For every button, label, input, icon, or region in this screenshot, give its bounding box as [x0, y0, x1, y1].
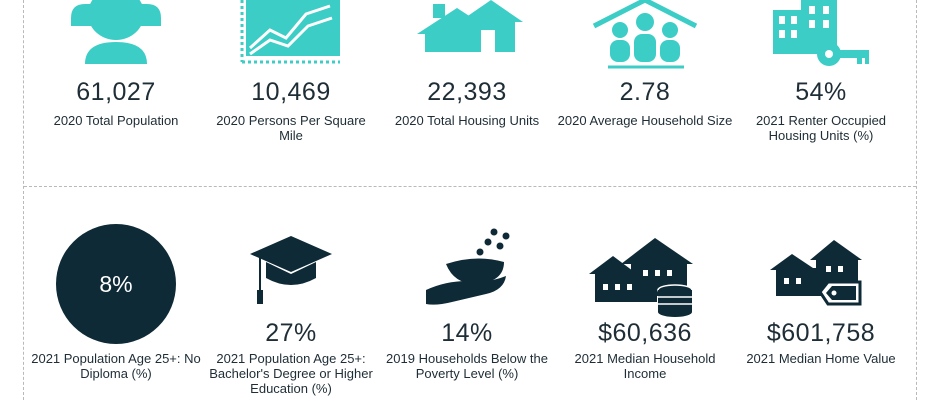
stat-label: 2021 Renter Occupied Housing Units (%) [755, 113, 887, 143]
stat-value: $60,636 [598, 319, 692, 347]
family-house-icon [557, 0, 733, 70]
stat-label: 2021 Population Age 25+: Bachelor's Degr… [209, 351, 373, 396]
stat-label: 2021 Median Household Income [574, 351, 716, 381]
stat-label: 2020 Total Population [53, 113, 179, 128]
stat-label: 2020 Persons Per Square Mile [216, 113, 366, 143]
frame-left-border [23, 0, 24, 400]
stat-value: 22,393 [427, 78, 507, 106]
stat-label: 2021 Population Age 25+: No Diploma (%) [31, 351, 201, 381]
building-key-icon [733, 0, 909, 70]
house-coins-icon [557, 234, 733, 318]
density-chart-icon [203, 0, 379, 66]
person-icon [28, 0, 204, 66]
stat-label: 2020 Total Housing Units [394, 113, 540, 128]
stat-label: 2021 Median Home Value [746, 351, 896, 366]
stat-value: $601,758 [766, 319, 876, 347]
hand-bowl-icon [379, 228, 555, 310]
house-tag-icon [733, 238, 909, 312]
stat-value: 27% [265, 319, 317, 347]
stat-value: 54% [795, 78, 847, 106]
stat-value: 14% [441, 319, 493, 347]
houses-icon [379, 0, 555, 66]
frame-right-border [916, 0, 917, 400]
stat-value: 61,027 [76, 78, 156, 106]
row-divider [24, 186, 916, 187]
stat-label: 2020 Average Household Size [557, 113, 733, 128]
stat-label: 2019 Households Below the Poverty Level … [386, 351, 548, 381]
stat-value: 2.78 [619, 78, 671, 106]
no-diploma-circle: 8% [56, 224, 176, 344]
graduation-cap-icon [203, 232, 379, 306]
stat-value: 10,469 [251, 78, 331, 106]
